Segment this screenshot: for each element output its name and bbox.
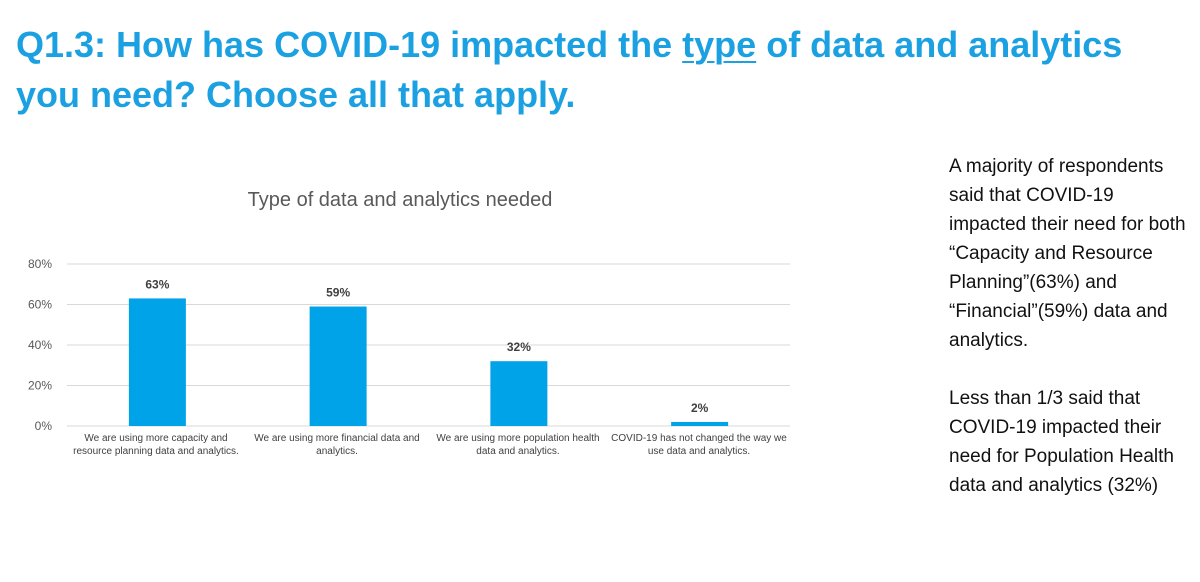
bar-series bbox=[128, 298, 729, 426]
commentary: A majority of respondents said that COVI… bbox=[949, 152, 1189, 500]
data-label-3: 32% bbox=[507, 340, 531, 354]
title-emphasis: type bbox=[682, 24, 757, 65]
data-label-1: 63% bbox=[145, 277, 169, 291]
chart-title: Type of data and analytics needed bbox=[248, 189, 553, 211]
data-label-2: 59% bbox=[326, 286, 350, 300]
category-label-capacity: We are using more capacity and resource … bbox=[73, 433, 239, 457]
bar-chart: Type of data and analytics needed 0% 20% 4… bbox=[0, 170, 830, 500]
y-tick-label: 0% bbox=[35, 419, 53, 433]
y-tick-label: 80% bbox=[28, 257, 52, 271]
title-suffix: of data and analytics you need? Choose a… bbox=[16, 24, 1123, 115]
data-label-4: 2% bbox=[691, 401, 709, 415]
category-label-unchanged: COVID-19 has not changed the way we use … bbox=[611, 433, 787, 457]
bar-4 bbox=[671, 421, 729, 426]
chart-canvas: Type of data and analytics needed 0% 20% 4… bbox=[28, 189, 790, 433]
commentary-paragraph-majority: A majority of respondents said that COVI… bbox=[949, 156, 1186, 351]
data-labels: 63% 59% 32% 2% bbox=[145, 277, 708, 415]
bar-2 bbox=[309, 306, 367, 426]
y-tick-label: 20% bbox=[28, 379, 52, 393]
category-label-population: We are using more population health data… bbox=[436, 433, 600, 457]
y-axis: 0% 20% 40% 60% 80% bbox=[28, 257, 52, 433]
page-title: Q1.3: How has COVID-19 impacted the type… bbox=[16, 20, 1166, 120]
title-prefix: Q1.3: How has COVID-19 impacted the bbox=[16, 24, 683, 65]
y-tick-label: 60% bbox=[28, 298, 52, 312]
category-label-financial: We are using more financial data and ana… bbox=[254, 433, 420, 457]
bar-1 bbox=[128, 298, 186, 426]
gridlines bbox=[67, 263, 790, 427]
commentary-paragraph-minority: Less than 1/3 said that COVID-19 impacte… bbox=[949, 388, 1174, 496]
y-tick-label: 40% bbox=[28, 338, 52, 352]
bar-3 bbox=[490, 361, 548, 426]
